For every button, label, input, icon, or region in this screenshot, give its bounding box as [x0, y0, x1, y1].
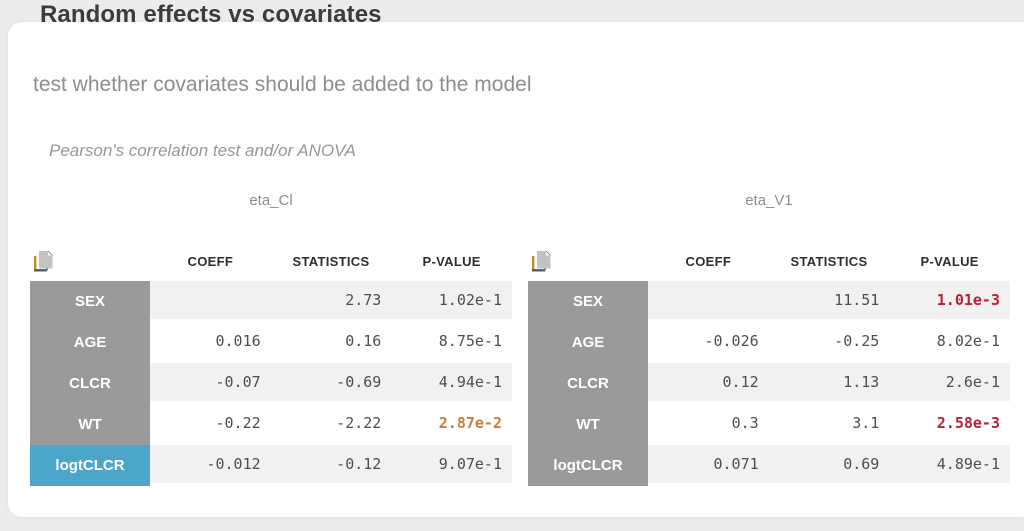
table-body: SEX 11.51 1.01e-3 AGE -0.026 -0.25 8.02e… [528, 281, 1010, 486]
row-label-cell: AGE [30, 322, 150, 363]
table-header-row: COEFF STATISTICS P-VALUE [30, 208, 512, 281]
table-row: CLCR -0.07 -0.69 4.94e-1 [30, 363, 512, 404]
statistics-cell: 0.69 [768, 445, 890, 483]
covariate-test-table: eta_V1 COEFF STATISTICS P-VALUE SEX 11.5… [528, 192, 1010, 486]
covariate-test-table: eta_Cl COEFF STATISTICS P-VALUE SEX 2.73… [30, 192, 512, 486]
pvalue-cell: 8.02e-1 [889, 322, 1010, 360]
pvalue-cell: 4.94e-1 [391, 363, 512, 401]
pvalue-cell: 8.75e-1 [391, 322, 512, 360]
row-label-cell: SEX [30, 281, 150, 322]
statistics-cell: -0.12 [270, 445, 392, 483]
row-label-cell: WT [30, 404, 150, 445]
coeff-cell: -0.026 [648, 322, 769, 360]
coeff-cell: 0.3 [648, 404, 769, 442]
table-row: AGE 0.016 0.16 8.75e-1 [30, 322, 512, 363]
row-label-cell: CLCR [30, 363, 150, 404]
table-header-row: COEFF STATISTICS P-VALUE [528, 208, 1010, 281]
coeff-cell [648, 281, 769, 319]
table-row: SEX 2.73 1.02e-1 [30, 281, 512, 322]
table-row: WT -0.22 -2.22 2.87e-2 [30, 404, 512, 445]
coeff-cell: -0.012 [150, 445, 271, 483]
table-row: CLCR 0.12 1.13 2.6e-1 [528, 363, 1010, 404]
row-label-cell: SEX [528, 281, 648, 322]
statistics-cell: 3.1 [768, 404, 890, 442]
pvalue-cell: 2.6e-1 [889, 363, 1010, 401]
content-card: test whether covariates should be added … [8, 22, 1024, 517]
pvalue-cell: 9.07e-1 [391, 445, 512, 483]
statistics-cell: 0.16 [270, 322, 392, 360]
column-header-coeff: COEFF [685, 254, 732, 269]
column-header-statistics: STATISTICS [292, 254, 370, 269]
column-header-statistics: STATISTICS [790, 254, 868, 269]
statistics-cell: 2.73 [270, 281, 392, 319]
row-label-cell: CLCR [528, 363, 648, 404]
method-note: Pearson's correlation test and/or ANOVA [49, 141, 356, 160]
copy-button[interactable] [32, 249, 56, 273]
row-label-cell: logtCLCR [30, 445, 150, 486]
coeff-cell: 0.071 [648, 445, 769, 483]
column-header-pvalue: P-VALUE [920, 254, 979, 269]
page-subtitle: test whether covariates should be added … [33, 73, 532, 96]
table-row: logtCLCR 0.071 0.69 4.89e-1 [528, 445, 1010, 486]
row-label-cell: WT [528, 404, 648, 445]
table-title: eta_V1 [745, 192, 793, 209]
coeff-cell: -0.07 [150, 363, 271, 401]
copy-button[interactable] [530, 249, 554, 273]
column-header-pvalue: P-VALUE [422, 254, 481, 269]
table-title: eta_Cl [249, 192, 293, 209]
table-row: logtCLCR -0.012 -0.12 9.07e-1 [30, 445, 512, 486]
table-row: SEX 11.51 1.01e-3 [528, 281, 1010, 322]
row-label-cell: AGE [528, 322, 648, 363]
statistics-cell: 11.51 [768, 281, 890, 319]
statistics-cell: -0.25 [768, 322, 890, 360]
copy-icon [532, 250, 551, 272]
page-title: Random effects vs covariates [40, 1, 382, 28]
column-header-coeff: COEFF [187, 254, 234, 269]
coeff-cell: 0.12 [648, 363, 769, 401]
pvalue-cell: 2.87e-2 [391, 404, 512, 442]
copy-icon [34, 250, 53, 272]
coeff-cell: 0.016 [150, 322, 271, 360]
pvalue-cell: 2.58e-3 [889, 404, 1010, 442]
pvalue-cell: 1.01e-3 [889, 281, 1010, 319]
row-label-cell: logtCLCR [528, 445, 648, 486]
statistics-cell: 1.13 [768, 363, 890, 401]
pvalue-cell: 4.89e-1 [889, 445, 1010, 483]
coeff-cell [150, 281, 271, 319]
table-row: WT 0.3 3.1 2.58e-3 [528, 404, 1010, 445]
statistics-cell: -2.22 [270, 404, 392, 442]
table-body: SEX 2.73 1.02e-1 AGE 0.016 0.16 8.75e-1 … [30, 281, 512, 486]
statistics-cell: -0.69 [270, 363, 392, 401]
coeff-cell: -0.22 [150, 404, 271, 442]
pvalue-cell: 1.02e-1 [391, 281, 512, 319]
table-row: AGE -0.026 -0.25 8.02e-1 [528, 322, 1010, 363]
